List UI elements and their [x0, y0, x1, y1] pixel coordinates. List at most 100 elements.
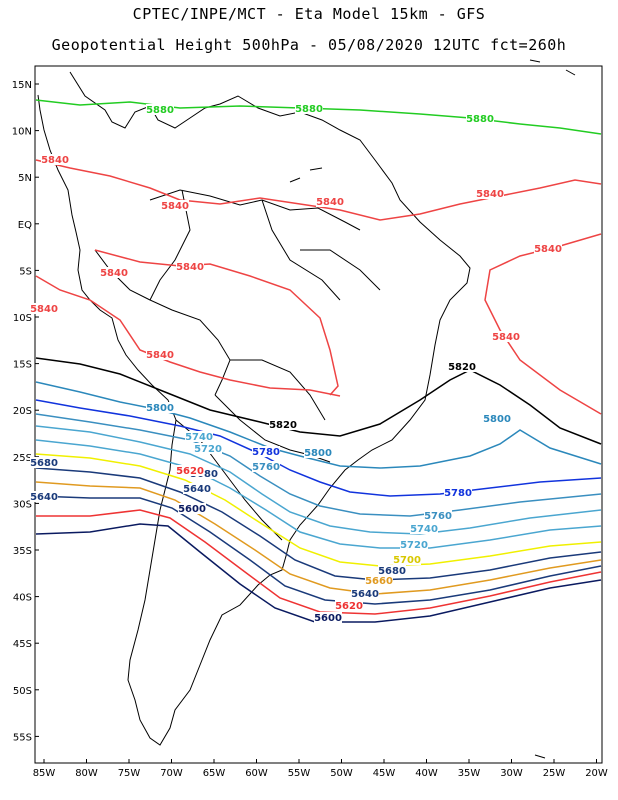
- map-title: CPTEC/INPE/MCT - Eta Model 15km - GFS: [132, 5, 486, 23]
- contour-5620: [36, 509, 602, 615]
- contour-label-5740: 5740: [185, 432, 213, 443]
- contour-label-background: [30, 457, 58, 468]
- contour-label-background: [100, 267, 128, 278]
- contour-label-5720: 5720: [400, 540, 428, 551]
- contour-label-background: [252, 446, 280, 457]
- contour-label-5720: 5720: [194, 444, 222, 455]
- lat-label: 15S: [13, 360, 32, 371]
- contour-label-5840: 5840: [161, 201, 189, 212]
- lon-label: 20W: [585, 768, 608, 779]
- contour-5780: [35, 399, 602, 497]
- contour-5820: [35, 357, 602, 445]
- contour-label-5620: 5620: [335, 601, 363, 612]
- contour-label-5840: 5840: [316, 197, 344, 208]
- lat-label: 15N: [12, 80, 32, 91]
- contour-label-background: [335, 600, 363, 611]
- contour-label-5880: 5880: [295, 104, 323, 115]
- contour-label-background: [410, 523, 438, 534]
- axis-ticks: 15N 10N 5N EQ 5S 10S 15S 20S 25S 30S 35S 40S 45S 50S 5…: [12, 80, 608, 779]
- contour-label-background: [444, 487, 472, 498]
- contour-label-5640: 5640: [183, 484, 211, 495]
- contour-5740: [35, 425, 602, 535]
- contour-label-5640: 5640: [351, 589, 379, 600]
- contour-label-background: [295, 103, 323, 114]
- contour-lines: [35, 99, 602, 623]
- contour-label-background: [178, 503, 206, 514]
- contour-5600: [35, 523, 602, 623]
- lat-label: 50S: [13, 686, 32, 697]
- contour-label-5600: 5600: [314, 613, 342, 624]
- contour-label-5780: 5780: [444, 488, 472, 499]
- contour-label-background: [41, 154, 69, 165]
- contour-5840-south: [35, 275, 341, 397]
- lon-label: 70W: [160, 768, 183, 779]
- contour-label-5840: 5840: [41, 155, 69, 166]
- contour-label-background: [161, 200, 189, 211]
- map-frame: [34, 65, 603, 764]
- contour-5760: [35, 413, 602, 517]
- contour-label-5700: 5700: [393, 555, 421, 566]
- lon-label: 35W: [458, 768, 481, 779]
- contour-label-5680: 5680: [190, 469, 218, 480]
- contour-label-5780: 5780: [252, 447, 280, 458]
- south-america-coastline: [37, 71, 471, 746]
- lon-label: 65W: [203, 768, 226, 779]
- lon-label: 60W: [245, 768, 268, 779]
- contour-label-background: [466, 113, 494, 124]
- contour-label-background: [448, 361, 476, 372]
- lat-label: 40S: [13, 593, 32, 604]
- lat-label: 25S: [13, 453, 32, 464]
- contour-label-5620: 5620: [176, 466, 204, 477]
- contour-label-background: [185, 431, 213, 442]
- islands: [289, 59, 576, 759]
- contour-5840-mid: [94, 249, 339, 396]
- contour-label-background: [492, 331, 520, 342]
- contour-label-5840: 5840: [30, 304, 58, 315]
- lat-label: 30S: [13, 499, 32, 510]
- contour-label-background: [146, 349, 174, 360]
- lat-label: 5N: [18, 173, 32, 184]
- lon-label: 55W: [288, 768, 311, 779]
- contour-label-5840: 5840: [146, 350, 174, 361]
- contour-label-background: [351, 588, 379, 599]
- contour-label-background: [304, 447, 332, 458]
- contour-label-background: [176, 465, 204, 476]
- lon-label: 25W: [543, 768, 566, 779]
- contour-label-5820: 5820: [448, 362, 476, 373]
- lat-label: 5S: [19, 266, 32, 277]
- contour-5680: [35, 467, 602, 581]
- contour-label-background: [314, 612, 342, 623]
- contour-label-5800: 5800: [304, 448, 332, 459]
- contour-label-5680: 5680: [30, 458, 58, 469]
- contour-label-5800: 5800: [483, 414, 511, 425]
- contour-5720: [35, 439, 602, 549]
- lat-label: 45S: [13, 639, 32, 650]
- contour-5660: [35, 481, 602, 595]
- contour-label-5840: 5840: [492, 332, 520, 343]
- contour-5800: [35, 381, 602, 469]
- country-borders: [94, 189, 381, 541]
- contour-label-5640: 5640: [30, 492, 58, 503]
- lat-label: EQ: [18, 220, 32, 231]
- lon-label: 85W: [33, 768, 56, 779]
- lat-label: 35S: [13, 546, 32, 557]
- lon-label: 80W: [75, 768, 98, 779]
- contour-label-5680: 5680: [378, 566, 406, 577]
- contour-label-5800: 5800: [146, 403, 174, 414]
- contour-label-background: [146, 104, 174, 115]
- contour-label-5880: 5880: [466, 114, 494, 125]
- contour-label-5820: 5820: [269, 420, 297, 431]
- contour-label-background: [146, 402, 174, 413]
- contour-labels: 5880 5880 5880 5840 5840 5840 5840 5840 5840 5840…: [30, 103, 562, 624]
- lat-label: 55S: [13, 732, 32, 743]
- contour-label-background: [176, 261, 204, 272]
- contour-5700: [35, 453, 602, 567]
- coastlines: [37, 59, 576, 759]
- lon-label: 45W: [373, 768, 396, 779]
- contour-label-background: [400, 539, 428, 550]
- contour-label-background: [30, 491, 58, 502]
- contour-5640: [35, 495, 602, 605]
- lat-label: 10S: [13, 313, 32, 324]
- map-subtitle: Geopotential Height 500hPa - 05/08/2020 …: [51, 36, 567, 54]
